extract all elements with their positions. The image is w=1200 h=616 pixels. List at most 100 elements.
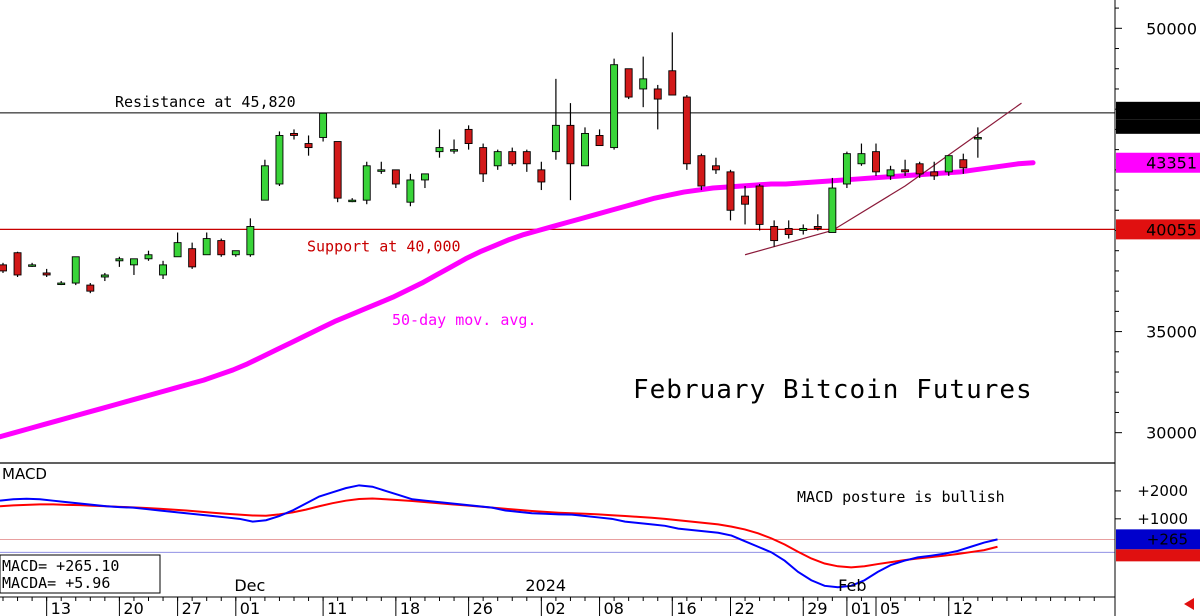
- candle-body: [246, 225, 255, 256]
- candle-body: [115, 258, 124, 262]
- macd-tick-label: +2000: [1137, 482, 1188, 500]
- candle-body: [508, 151, 517, 165]
- candle-body: [726, 171, 735, 211]
- candle-body: [741, 195, 749, 205]
- candle-body: [595, 135, 604, 147]
- candle: [246, 218, 255, 257]
- candle-body: [551, 124, 560, 153]
- candle-body: [682, 96, 691, 165]
- candle-body: [57, 282, 66, 286]
- candle: [610, 58, 619, 150]
- candle-body: [144, 254, 153, 260]
- candle: [682, 95, 691, 170]
- macd-panel-label: MACD: [2, 465, 47, 483]
- moving-average-badge-text: 43351: [1146, 154, 1197, 173]
- candle: [173, 232, 182, 258]
- candle-body: [348, 199, 357, 203]
- candle-body: [537, 169, 546, 183]
- candle: [333, 141, 342, 203]
- last-price-badge: 45130: [1116, 118, 1200, 137]
- candle-body: [202, 238, 211, 256]
- resistance-badge-text: 45820: [1146, 102, 1197, 121]
- support-badge: 40055: [1116, 219, 1200, 240]
- candle-body: [406, 179, 415, 203]
- candle: [551, 78, 560, 160]
- candle-body: [610, 64, 619, 149]
- macd-value-badge-text: +265: [1147, 530, 1188, 548]
- candle: [493, 149, 502, 170]
- candle-body: [624, 68, 633, 98]
- last-price-badge-bg: [1116, 119, 1200, 134]
- candle: [450, 139, 458, 154]
- candle: [290, 129, 298, 140]
- candle-body: [435, 147, 444, 153]
- macda-readout-value: MACDA= +5.96: [2, 574, 110, 592]
- candle-body: [930, 171, 939, 177]
- candle-body: [377, 169, 386, 172]
- candle: [813, 214, 822, 231]
- candle-body: [0, 264, 7, 272]
- period-label: Feb: [838, 576, 866, 595]
- date-tick-label: 01: [240, 599, 260, 616]
- candle: [537, 161, 546, 191]
- date-tick-label: 11: [327, 599, 347, 616]
- candle: [71, 256, 80, 286]
- candle-body: [304, 143, 313, 149]
- candle: [973, 127, 982, 158]
- candle: [479, 143, 488, 182]
- candle: [639, 56, 648, 108]
- candle-body: [828, 187, 837, 233]
- candle: [42, 268, 51, 277]
- uptrend-line: [744, 102, 1022, 256]
- price-tick-label: 35000: [1146, 323, 1197, 342]
- resistance-badge: 45820: [1116, 101, 1200, 121]
- candle-body: [901, 169, 910, 173]
- date-tick-label: 16: [676, 599, 696, 616]
- moving-average-badge: 43351: [1116, 152, 1200, 173]
- candle: [319, 112, 328, 142]
- candle-body: [290, 132, 298, 136]
- candle: [581, 127, 589, 167]
- candle-body: [813, 225, 822, 229]
- candle-body: [915, 163, 924, 175]
- candle-body: [71, 256, 80, 284]
- candle-body: [944, 155, 953, 173]
- candle: [566, 103, 575, 201]
- price-tick-label: 50000: [1146, 19, 1197, 38]
- candle: [915, 161, 924, 178]
- candle: [406, 173, 415, 207]
- candle-body: [522, 151, 531, 165]
- candle: [275, 131, 284, 187]
- moving-average-line: [0, 160, 1036, 440]
- price-tick-label: 30000: [1146, 424, 1197, 443]
- candle-body: [86, 284, 95, 292]
- candle: [144, 250, 153, 261]
- candle-body: [566, 124, 575, 165]
- support-badge-text: 40055: [1146, 220, 1197, 239]
- candle: [115, 256, 124, 267]
- candle: [304, 135, 313, 156]
- candle-body: [362, 165, 371, 201]
- candle: [712, 157, 720, 174]
- candle: [421, 173, 429, 189]
- candle-body: [231, 250, 240, 256]
- candle: [391, 169, 400, 189]
- macd-readout-value: MACD= +265.10: [2, 557, 119, 575]
- date-tick-label: 20: [123, 599, 143, 616]
- candle-body: [217, 240, 226, 256]
- candle-body: [857, 153, 866, 165]
- candle: [435, 129, 444, 158]
- support-badge-bg: [1116, 219, 1200, 240]
- candle: [755, 183, 764, 231]
- candle: [231, 250, 240, 257]
- moving-average-label: 50-day mov. avg.: [392, 311, 537, 329]
- candle-body: [129, 258, 138, 266]
- candle-body: [784, 228, 793, 235]
- candle: [188, 242, 197, 269]
- candle-body: [755, 185, 764, 225]
- candle-body: [159, 264, 168, 276]
- macd-readout-box: [0, 554, 161, 594]
- candle: [770, 220, 779, 247]
- candle-body: [639, 78, 648, 90]
